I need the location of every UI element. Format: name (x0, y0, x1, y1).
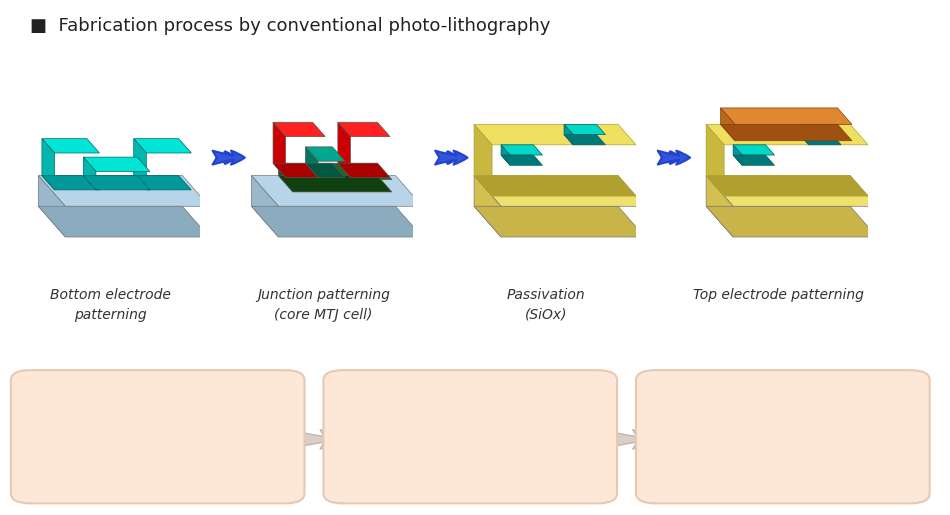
Text: Ion-beam etching: Ion-beam etching (83, 457, 233, 472)
Text: Sputtering: Sputtering (741, 430, 825, 444)
Text: Photo lithography: Photo lithography (81, 401, 235, 416)
Text: Top electrode patterning: Top electrode patterning (693, 288, 864, 302)
Text: Junction patterning
(core MTJ cell): Junction patterning (core MTJ cell) (257, 288, 390, 322)
Text: Lift-off process: Lift-off process (406, 457, 536, 472)
FancyBboxPatch shape (10, 370, 305, 503)
Text: Passivation
(SiOx): Passivation (SiOx) (506, 288, 585, 322)
Text: Bottom electrode
patterning: Bottom electrode patterning (50, 288, 171, 322)
FancyBboxPatch shape (323, 370, 618, 503)
Text: Photo lithography: Photo lithography (712, 394, 853, 408)
Text: Sputtering: Sputtering (425, 401, 517, 416)
FancyBboxPatch shape (636, 370, 930, 503)
Text: Lift-off process: Lift-off process (723, 466, 843, 479)
Text: ■  Fabrication process by conventional photo-lithography: ■ Fabrication process by conventional ph… (29, 17, 550, 35)
